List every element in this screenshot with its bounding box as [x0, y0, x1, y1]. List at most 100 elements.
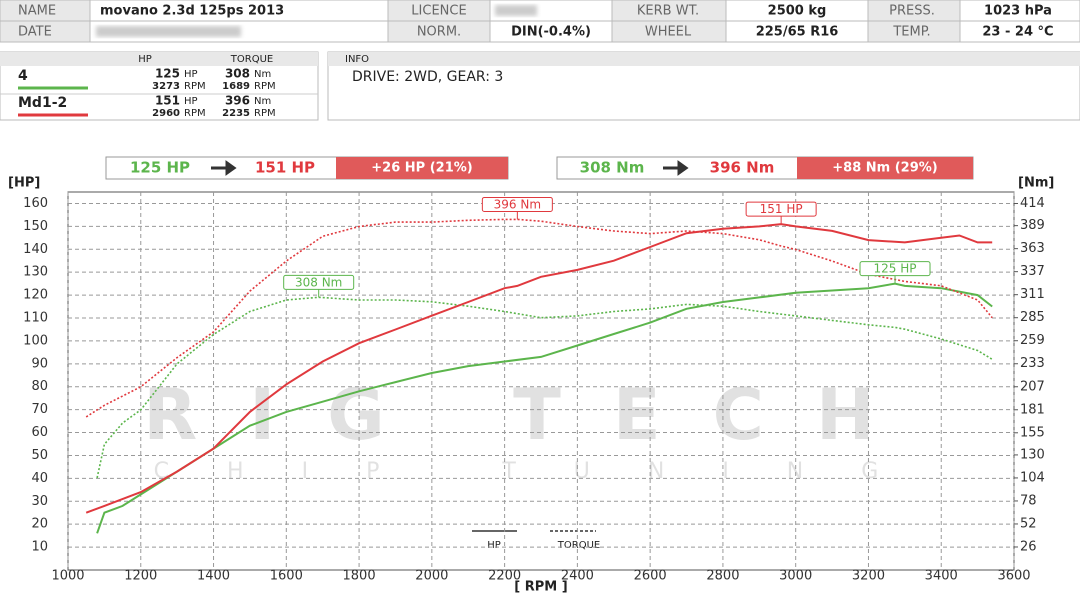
- legend-text: HP: [487, 540, 501, 551]
- x-tick-label: 2800: [706, 569, 739, 584]
- compare-to: 151 HP: [255, 159, 315, 177]
- label: TEMP.: [892, 25, 930, 40]
- x-tick-label: 3200: [852, 569, 885, 584]
- watermark-small: CHIP TUNING: [154, 459, 937, 484]
- y2-tick-label: 337: [1020, 264, 1045, 279]
- y2-tick-label: 78: [1020, 493, 1037, 508]
- x-tick-label: 1600: [270, 569, 303, 584]
- torque-line: [85, 218, 993, 418]
- x-tick-label: 3600: [997, 569, 1030, 584]
- y-tick-label: 60: [31, 425, 48, 440]
- x-tick-label: 2200: [488, 569, 521, 584]
- line-style-legend: HP TORQUE: [472, 530, 600, 551]
- y2-tick-label: 181: [1020, 402, 1045, 417]
- y-tick-label: 100: [23, 333, 48, 348]
- y-tick-label: 10: [31, 540, 48, 555]
- value: 23 - 24 °C: [982, 25, 1053, 40]
- value: 1023 hPa: [984, 4, 1052, 19]
- legend-value: 3273: [152, 81, 180, 92]
- diff-box: [797, 157, 973, 179]
- legend-unit: RPM: [254, 81, 276, 92]
- legend-rows: 4 125 HP 308 Nm 3273 RPM 1689 RPM Md1-2 151 HP 396 Nm…: [18, 67, 276, 119]
- legend-unit: RPM: [184, 81, 206, 92]
- y2-axis-label: [Nm]: [1018, 176, 1054, 191]
- y2-tick-label: 285: [1020, 310, 1045, 325]
- legend-value: 2235: [222, 108, 250, 119]
- y-tick-label: 80: [31, 379, 48, 394]
- annotation: 151 HP: [760, 202, 803, 216]
- y-tick-label: 40: [31, 471, 48, 486]
- compare-from: 308 Nm: [580, 159, 645, 177]
- legend-unit: RPM: [184, 108, 206, 119]
- x-tick-label: 2400: [561, 569, 594, 584]
- y-axis-label: [HP]: [8, 176, 40, 191]
- blurred-date: [96, 26, 241, 37]
- x-tick-label: 1000: [51, 569, 84, 584]
- column-header: HP: [138, 54, 152, 65]
- y2-tick-label: 207: [1020, 379, 1045, 394]
- y-tick-label: 160: [23, 196, 48, 211]
- legend-box: HP TORQUE INFO DRIVE: 2WD, GEAR: 3: [0, 51, 1080, 121]
- legend-unit: Nm: [254, 69, 271, 80]
- value: DIN(-0.4%): [511, 25, 591, 40]
- legend-text: TORQUE: [557, 540, 600, 551]
- y2-tick-label: 155: [1020, 425, 1045, 440]
- compare-to: 396 Nm: [710, 159, 775, 177]
- legend-unit: RPM: [254, 108, 276, 119]
- compare-from: 125 HP: [130, 159, 190, 177]
- y-tick-label: 90: [31, 356, 48, 371]
- annotation-box: [859, 261, 931, 277]
- y2-tick-label: 311: [1020, 287, 1045, 302]
- annotation: 308 Nm: [295, 275, 342, 289]
- annotation-box: [481, 196, 553, 212]
- x-tick-label: 1200: [124, 569, 157, 584]
- y-tick-label: 30: [31, 494, 48, 509]
- y-tick-label: 20: [31, 517, 48, 532]
- x-tick-label: 3400: [925, 569, 958, 584]
- torque-line: [96, 296, 993, 479]
- info-text: DRIVE: 2WD, GEAR: 3: [352, 69, 503, 85]
- x-tick-label: 2600: [634, 569, 667, 584]
- label: KERB WT.: [637, 4, 699, 19]
- annotation: 396 Nm: [494, 197, 541, 211]
- label: PRESS.: [889, 4, 935, 19]
- x-tick-label: 3000: [779, 569, 812, 584]
- legend-value: 151: [155, 94, 180, 108]
- comparison: 125 HP 151 HP +26 HP (21%) 308 Nm 396 Nm…: [105, 156, 974, 180]
- run-name: Md1-2: [18, 95, 67, 111]
- x-tick-label: 2000: [415, 569, 448, 584]
- column-header: TORQUE: [230, 54, 273, 65]
- label: WHEEL: [645, 25, 692, 40]
- y2-tick-label: 130: [1020, 447, 1045, 462]
- y2-tick-label: 26: [1020, 539, 1037, 554]
- value: 2500 kg: [768, 4, 827, 19]
- label: LICENCE: [411, 4, 466, 19]
- label: NORM.: [417, 25, 461, 40]
- y-tick-label: 150: [23, 219, 48, 234]
- annotation-box: [745, 201, 817, 217]
- watermark-big: RIG TECH: [143, 374, 926, 456]
- value: 225/65 R16: [756, 25, 839, 40]
- arrow: [663, 160, 689, 176]
- info-label: INFO: [345, 54, 369, 65]
- annotation: 125 HP: [874, 262, 917, 276]
- blurred-licence: [495, 5, 537, 16]
- legend-value: 125: [155, 67, 180, 81]
- legend-head: [0, 52, 318, 66]
- watermark: RIG TECH CHIP TUNING: [143, 374, 937, 484]
- compare-diff: +26 HP (21%): [371, 161, 472, 176]
- y2-tick-label: 104: [1020, 470, 1045, 485]
- x-tick-label: 1800: [343, 569, 376, 584]
- value: movano 2.3d 125ps 2013: [100, 4, 284, 19]
- y2-tick-label: 363: [1020, 241, 1045, 256]
- info-head: [328, 52, 1080, 66]
- y-tick-label: 50: [31, 448, 48, 463]
- y-tick-label: 140: [23, 242, 48, 257]
- x-axis-label: [ RPM ]: [514, 580, 567, 595]
- y2-tick-label: 259: [1020, 333, 1045, 348]
- legend-value: 396: [225, 94, 250, 108]
- y-tick-label: 110: [23, 311, 48, 326]
- y-tick-label: 130: [23, 265, 48, 280]
